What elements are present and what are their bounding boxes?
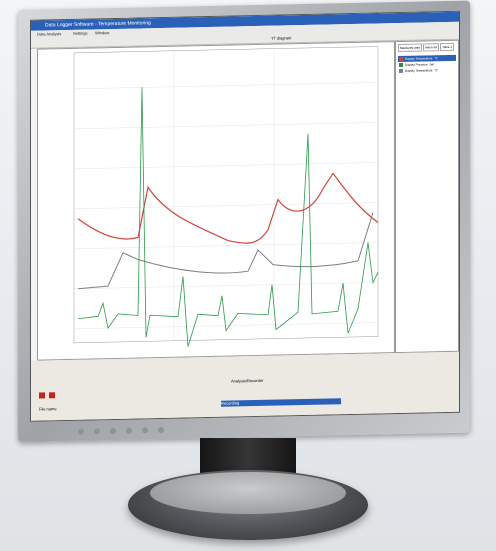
series-red: [77, 172, 379, 244]
row-unit: °C: [434, 68, 438, 73]
tab-measured-data[interactable]: Measured data: [398, 43, 423, 53]
color-swatch-icon: [399, 62, 403, 68]
plot-frame: [73, 46, 379, 344]
row-unit: °C: [434, 56, 438, 61]
chart-title: TT diagram: [271, 35, 292, 41]
menu-data-analysis[interactable]: Data Analysis: [37, 31, 62, 37]
grid: [74, 48, 378, 341]
menu-window[interactable]: Window: [95, 30, 110, 36]
list-item[interactable]: Display Temperature °C: [398, 67, 456, 74]
color-swatch-icon: [399, 68, 403, 74]
monitor-button[interactable]: [126, 427, 132, 434]
monitor-base-top: [150, 472, 346, 514]
status-bar: Recording: [221, 398, 341, 407]
tab-table[interactable]: Table 1: [440, 42, 455, 52]
chart-svg: [73, 46, 379, 347]
pause-button[interactable]: [49, 392, 55, 399]
tab-alarm-list[interactable]: Alarm list: [423, 43, 440, 52]
monitor-button[interactable]: [142, 427, 148, 434]
row-label: Display Temperature: [405, 68, 433, 73]
monitor-button[interactable]: [110, 427, 116, 435]
monitor-bezel: Data Logger Software - Temperature Monit…: [18, 0, 470, 442]
color-swatch-icon: [399, 56, 403, 62]
file-label: File name: [39, 406, 57, 412]
series-green: [77, 87, 379, 347]
window-title: Data Logger Software - Temperature Monit…: [45, 20, 151, 29]
monitor-button[interactable]: [94, 428, 100, 435]
menu-settings[interactable]: Settings: [73, 30, 88, 36]
row-label: Display Pressure: [405, 62, 428, 67]
row-unit: bar: [429, 62, 435, 67]
record-button[interactable]: [39, 392, 45, 399]
row-label: Display Temperature: [405, 56, 433, 61]
screen: Data Logger Software - Temperature Monit…: [30, 10, 460, 422]
side-panel: Measured data Alarm list Table 1 Display…: [395, 39, 459, 354]
section-label: Analysis/Recorder: [231, 377, 264, 384]
monitor-button[interactable]: [158, 426, 164, 434]
chart-area[interactable]: [37, 41, 395, 361]
series-gray: [77, 212, 374, 290]
bottom-panel: Analysis/Recorder Recording File name: [31, 351, 459, 421]
monitor-button[interactable]: [78, 428, 84, 435]
